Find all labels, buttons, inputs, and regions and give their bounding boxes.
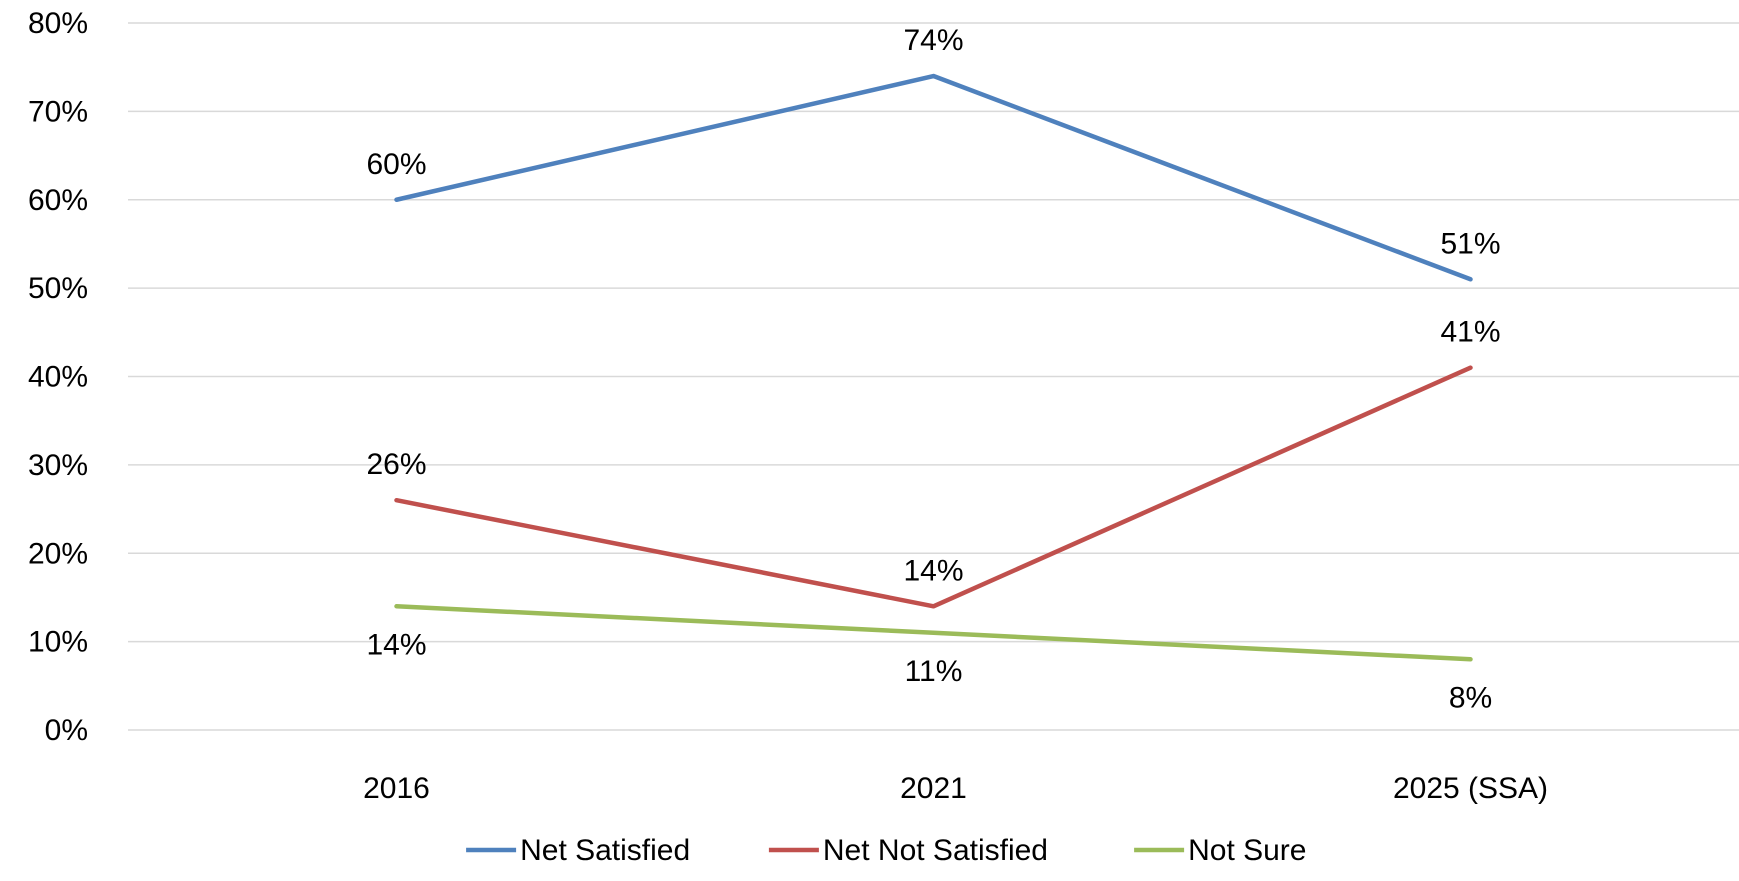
y-tick-label: 70% [28,95,88,128]
data-labels: 60% 74% 51% 26% 14% 41% 14% 11% 8% [366,24,1500,714]
y-tick-label: 30% [28,449,88,482]
y-tick-label: 80% [28,7,88,40]
data-label-not-sure: 14% [366,628,426,661]
y-tick-label: 20% [28,537,88,570]
series-line-net-satisfied [394,73,1473,282]
data-label-net-satisfied: 51% [1440,227,1500,260]
x-tick-label: 2021 [900,772,967,805]
y-axis-tick-labels: 0% 10% 20% 30% 40% 50% 60% 70% 80% [28,7,88,747]
series-line-not-sure [394,604,1473,662]
y-tick-label: 10% [28,626,88,659]
gridlines [128,22,1739,731]
data-label-not-sure: 11% [905,655,963,688]
y-tick-label: 0% [45,714,88,747]
x-tick-label: 2016 [363,772,430,805]
x-axis-tick-labels: 2016 2021 2025 (SSA) [363,772,1548,805]
legend-label: Net Satisfied [520,834,690,867]
series-lines [394,73,1473,662]
data-label-not-sure: 8% [1449,681,1492,714]
data-label-net-satisfied: 74% [903,24,963,57]
legend: Net Satisfied Net Not Satisfied Not Sure [466,834,1306,867]
data-label-net-satisfied: 60% [366,148,426,181]
y-tick-label: 60% [28,184,88,217]
data-label-net-not-satisfied: 14% [903,554,963,587]
legend-item-net-satisfied: Net Satisfied [466,834,690,867]
y-tick-label: 50% [28,272,88,305]
legend-label: Net Not Satisfied [823,834,1048,867]
legend-item-not-sure: Not Sure [1134,834,1306,867]
data-label-net-not-satisfied: 41% [1440,316,1500,349]
y-tick-label: 40% [28,361,88,394]
legend-label: Not Sure [1188,834,1306,867]
series-line-net-not-satisfied [394,365,1473,609]
x-tick-label: 2025 (SSA) [1393,772,1548,805]
data-label-net-not-satisfied: 26% [366,448,426,481]
legend-item-net-not-satisfied: Net Not Satisfied [768,834,1048,867]
